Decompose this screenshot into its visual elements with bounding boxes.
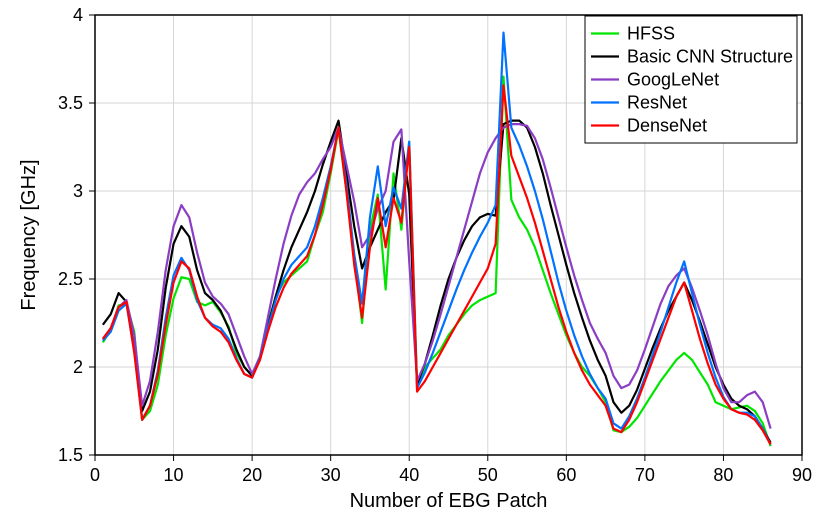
x-tick-label: 70 bbox=[635, 465, 655, 485]
x-tick-label: 20 bbox=[242, 465, 262, 485]
line-chart: 0 10 20 30 40 50 60 70 80 90 1.5 2 2.5 3 3.5 4 Number of… bbox=[0, 0, 827, 525]
x-tick-label: 90 bbox=[792, 465, 812, 485]
y-tick-label: 3.5 bbox=[58, 93, 83, 113]
y-tick-label: 4 bbox=[73, 5, 83, 25]
x-tick-label: 30 bbox=[321, 465, 341, 485]
x-tick-label: 80 bbox=[713, 465, 733, 485]
legend-item-label: GoogLeNet bbox=[627, 70, 719, 90]
x-tick-label: 10 bbox=[164, 465, 184, 485]
legend-item-label: DenseNet bbox=[627, 116, 707, 136]
y-tick-label: 2 bbox=[73, 357, 83, 377]
y-tick-label: 2.5 bbox=[58, 269, 83, 289]
x-tick-label: 40 bbox=[399, 465, 419, 485]
legend-item-label: HFSS bbox=[627, 24, 675, 44]
legend-item-label: ResNet bbox=[627, 93, 687, 113]
x-tick-label: 0 bbox=[90, 465, 100, 485]
x-axis-label: Number of EBG Patch bbox=[350, 490, 548, 512]
legend: HFSS Basic CNN Structure GoogLeNet ResNet De… bbox=[585, 16, 797, 143]
x-tick-label: 50 bbox=[478, 465, 498, 485]
y-tick-label: 3 bbox=[73, 181, 83, 201]
y-tick-label: 1.5 bbox=[58, 445, 83, 465]
y-axis-label: Frequency [GHz] bbox=[18, 159, 40, 310]
chart-svg: 0 10 20 30 40 50 60 70 80 90 1.5 2 2.5 3 3.5 4 Number of… bbox=[0, 0, 827, 525]
x-tick-label: 60 bbox=[556, 465, 576, 485]
legend-item-label: Basic CNN Structure bbox=[627, 47, 793, 67]
